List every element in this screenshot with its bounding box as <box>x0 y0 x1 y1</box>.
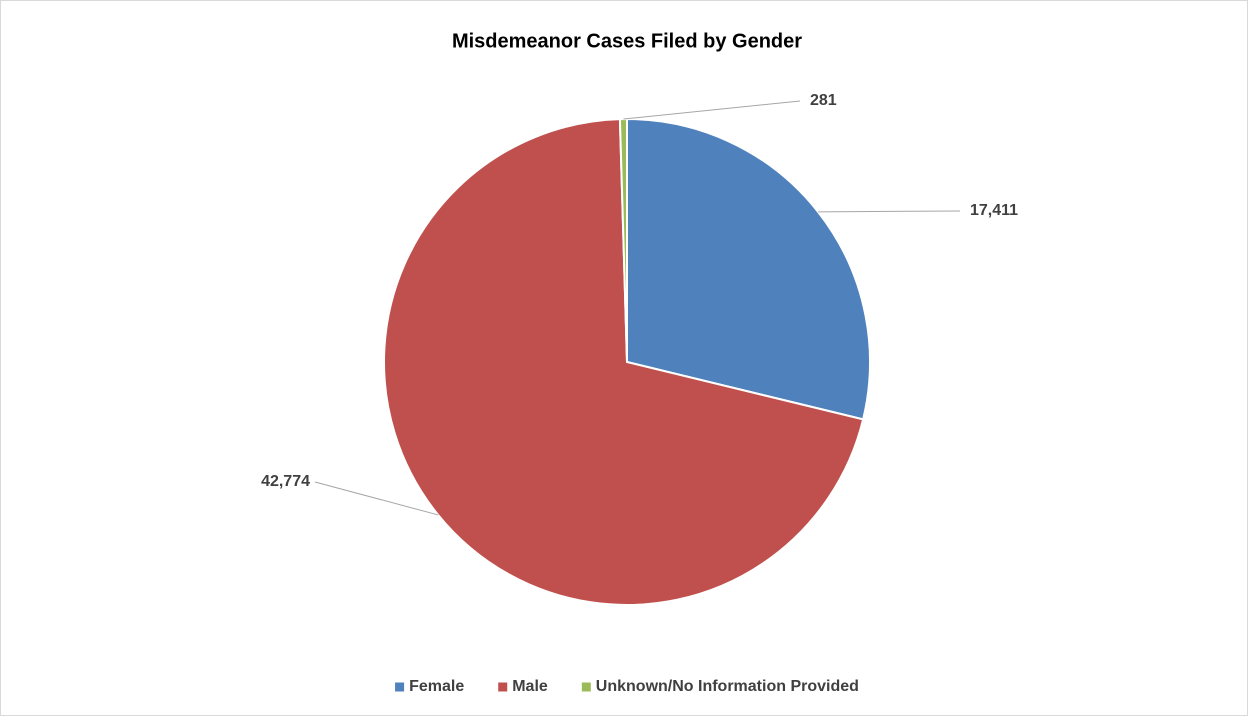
leader-line <box>623 100 801 120</box>
leader-line <box>314 481 439 516</box>
legend-swatch <box>581 682 591 692</box>
chart-title: Misdemeanor Cases Filed by Gender <box>452 30 802 52</box>
legend-label: Female <box>409 678 464 695</box>
data-label: 17,411 <box>970 202 1018 219</box>
legend-label: Unknown/No Information Provided <box>596 678 859 695</box>
legend-label: Male <box>512 678 548 695</box>
legend-swatch <box>395 682 405 692</box>
legend-swatch <box>498 682 508 692</box>
data-label: 42,774 <box>261 473 310 490</box>
leader-line <box>818 210 961 213</box>
data-label: 281 <box>810 92 837 109</box>
pie-slice <box>383 118 865 606</box>
